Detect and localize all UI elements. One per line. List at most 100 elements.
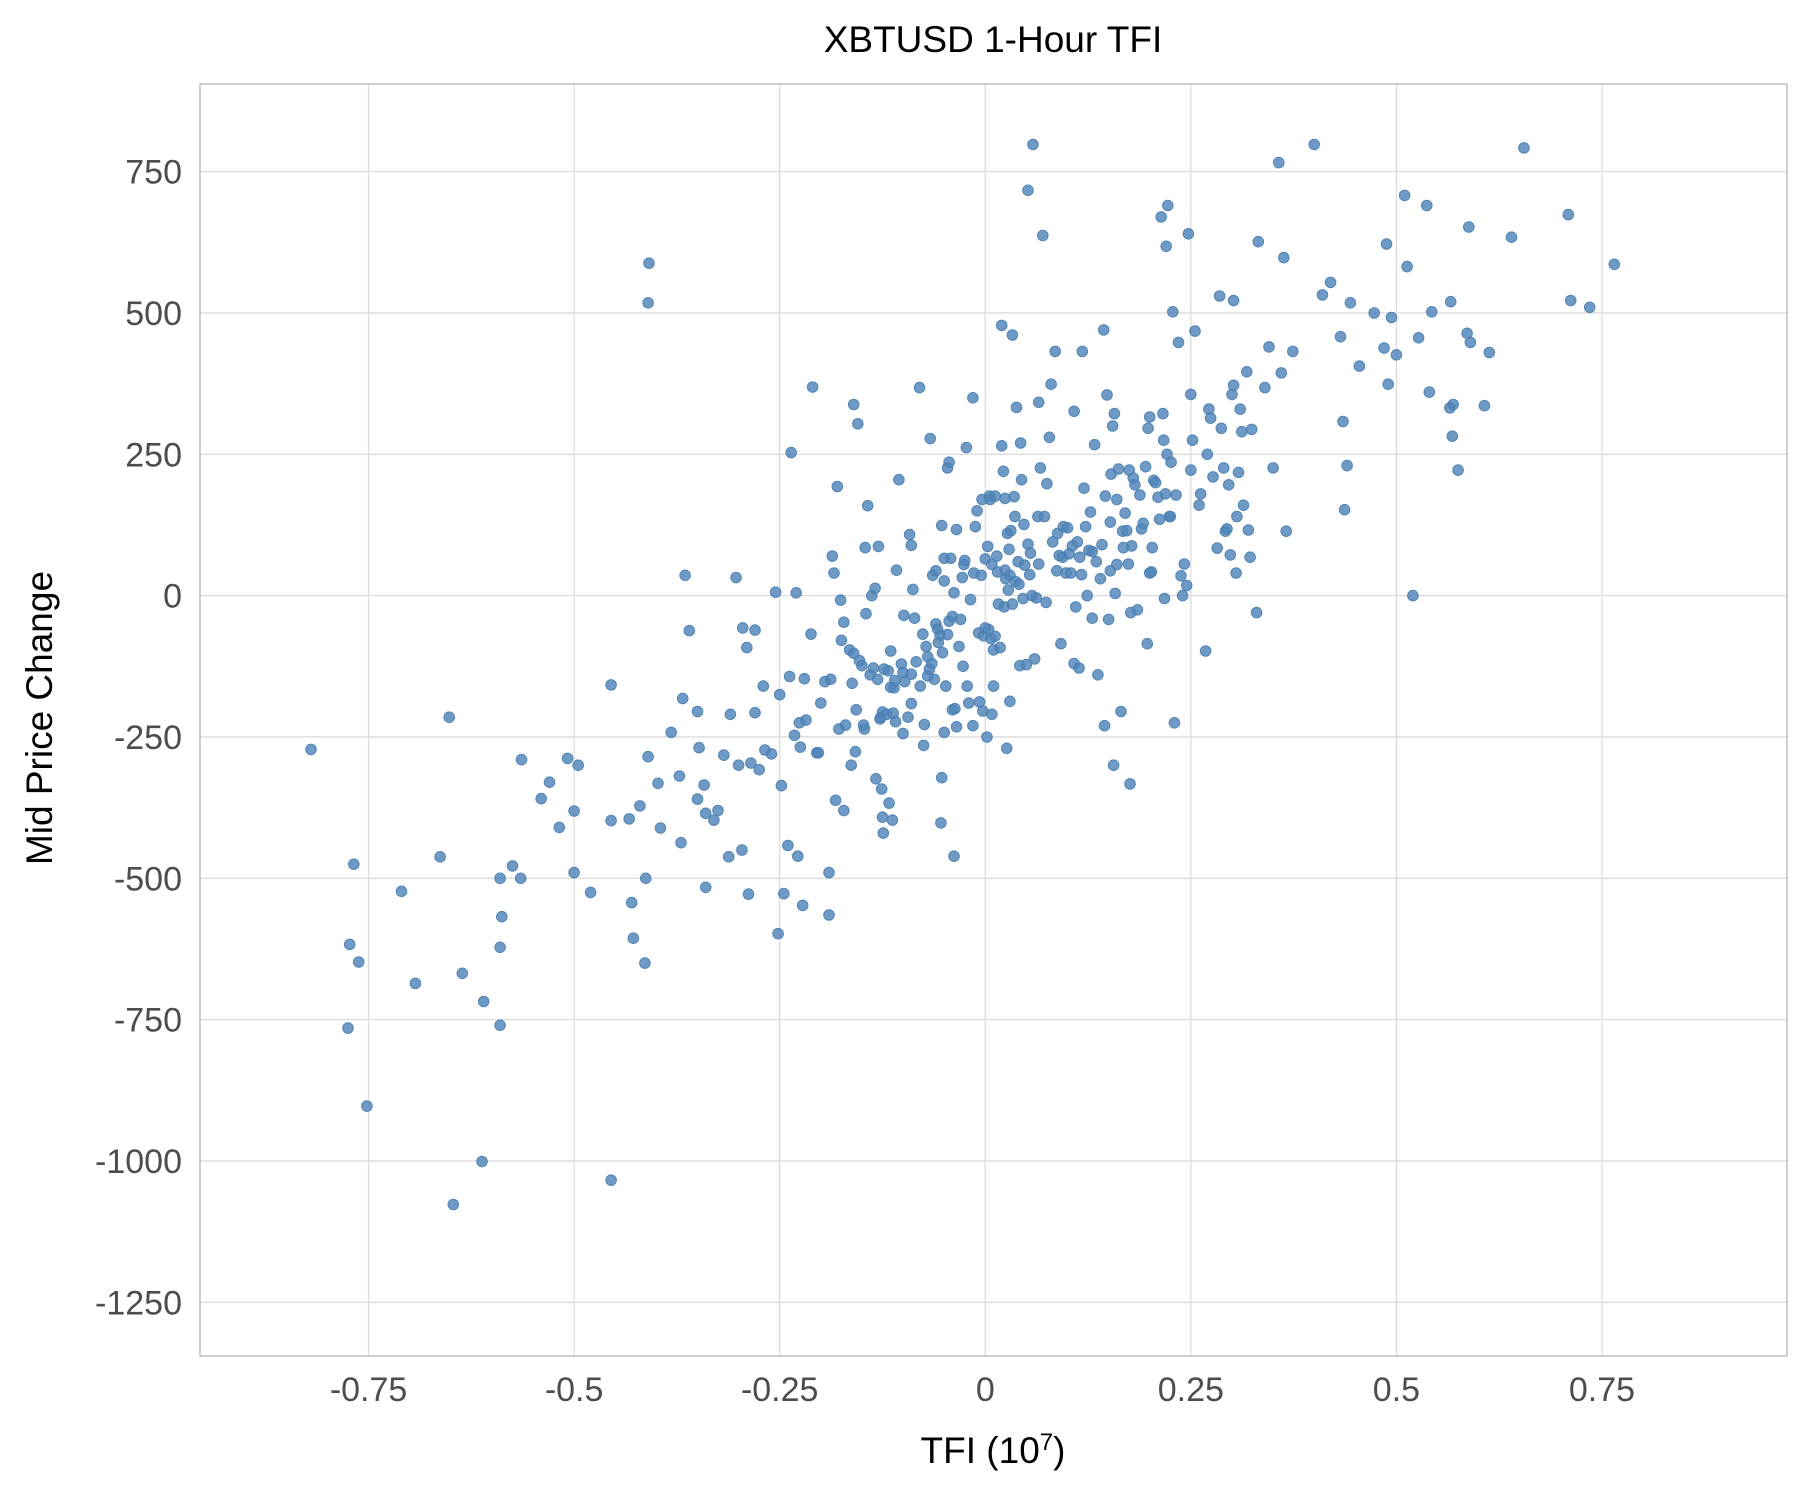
scatter-point (1204, 412, 1217, 424)
scatter-point (443, 711, 456, 724)
scatter-point (1505, 231, 1518, 243)
scatter-point (1175, 570, 1187, 582)
scatter-point (775, 779, 788, 792)
scatter-point (1463, 221, 1475, 233)
scatter-point (1165, 456, 1177, 469)
scatter-point (718, 749, 730, 761)
scatter-point (948, 587, 960, 599)
scatter-point (846, 677, 858, 690)
scatter-point (1423, 386, 1436, 398)
scatter-point (1009, 510, 1021, 523)
y-axis-title: Mid Price Change (19, 571, 60, 865)
scatter-point (1086, 612, 1098, 625)
scatter-point (883, 797, 895, 809)
scatter-point (898, 609, 910, 622)
scatter-point (1022, 184, 1034, 197)
scatter-point (872, 540, 885, 553)
scatter-point (1106, 420, 1119, 432)
scatter-point (1076, 345, 1089, 358)
scatter-point (944, 552, 957, 565)
scatter-point (665, 726, 678, 739)
scatter-point (1055, 637, 1067, 650)
scatter-point (796, 899, 809, 912)
scatter-point (1232, 466, 1245, 479)
scatter-point (1378, 342, 1390, 354)
scatter-point (995, 319, 1008, 332)
y-tick-label: -1000 (95, 1143, 182, 1181)
scatter-point (950, 721, 963, 733)
scatter-point (1134, 489, 1146, 501)
scatter-point (494, 872, 506, 885)
scatter-point (1068, 405, 1080, 418)
scatter-point (1142, 422, 1154, 435)
scatter-point (859, 541, 872, 554)
scatter-point (987, 680, 1000, 692)
scatter-point (1250, 606, 1263, 619)
scatter-point (1086, 545, 1098, 558)
scatter-point (800, 714, 812, 726)
scatter-point (679, 569, 691, 582)
scatter-point (1038, 510, 1051, 523)
scatter-point (1046, 536, 1059, 548)
scatter-point (699, 881, 712, 894)
scatter-point (1024, 547, 1037, 560)
scatter-point (917, 739, 930, 752)
scatter-point (514, 872, 527, 885)
scatter-point (1412, 332, 1425, 344)
scatter-point (824, 673, 837, 686)
scatter-point (1201, 448, 1214, 461)
scatter-point (991, 550, 1003, 562)
scatter-point (1143, 411, 1156, 423)
scatter-point (1034, 462, 1047, 474)
scatter-point (1037, 229, 1049, 242)
scatter-point (584, 886, 597, 899)
scatter-point (1008, 490, 1020, 503)
scatter-point (1324, 276, 1337, 289)
scatter-point (1158, 592, 1171, 605)
scatter-point (1094, 572, 1107, 585)
scatter-point (938, 575, 951, 587)
scatter-point (395, 885, 408, 898)
scatter-point (772, 927, 784, 940)
y-tick-label: -750 (114, 1002, 182, 1040)
scatter-point (1112, 463, 1125, 475)
scatter-point (1180, 579, 1193, 592)
scatter-point (949, 702, 961, 715)
scatter-point (724, 708, 737, 721)
x-axis-title: TFI (107) (921, 1429, 1066, 1472)
scatter-point (1426, 306, 1438, 318)
scatter-point (1390, 349, 1403, 361)
scatter-point (352, 956, 365, 968)
scatter-point (1221, 523, 1233, 535)
scatter-point (749, 706, 761, 719)
scatter-point (829, 794, 842, 807)
scatter-point (676, 692, 689, 705)
scatter-point (1097, 324, 1110, 336)
scatter-point (1263, 341, 1275, 353)
scatter-point (1401, 260, 1413, 273)
scatter-point (1185, 388, 1197, 401)
scatter-point (886, 814, 899, 826)
scatter-point (447, 1198, 460, 1211)
scatter-point (969, 520, 982, 533)
scatter-point (1119, 507, 1131, 519)
scatter-point (1162, 199, 1174, 212)
scatter-point (698, 779, 710, 791)
scatter-point (1109, 587, 1121, 600)
scatter-point (826, 550, 839, 562)
scatter-point (712, 804, 724, 817)
scatter-point (1194, 488, 1207, 500)
scatter-point (989, 490, 1001, 502)
scatter-point (1237, 499, 1250, 512)
y-axis-ticks: -1250 -1000 -750 -500 -250 0 250 500 750 (95, 154, 182, 1323)
scatter-point (1006, 329, 1019, 341)
scatter-point (850, 704, 863, 716)
scatter-point (871, 673, 884, 686)
data-points (305, 138, 1621, 1211)
scatter-point (884, 645, 897, 657)
scatter-point (1092, 669, 1104, 681)
scatter-point (476, 1155, 488, 1168)
scatter-point (860, 607, 872, 620)
scatter-point (935, 519, 948, 532)
scatter-point (1275, 367, 1288, 379)
